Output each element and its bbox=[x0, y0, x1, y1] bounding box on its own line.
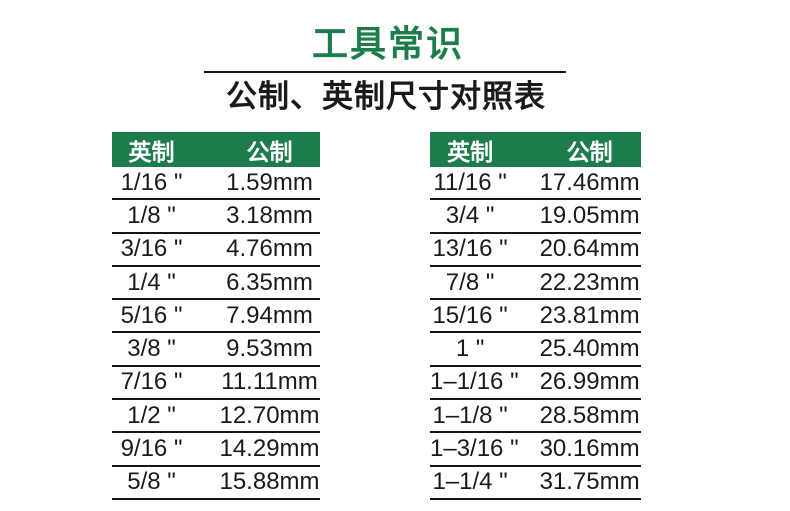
table-row: 1–1/4 " 31.75mm bbox=[430, 467, 641, 500]
table-row: 5/8 " 15.88mm bbox=[112, 467, 320, 500]
metric-column-header: 公制 bbox=[566, 138, 613, 165]
metric-value: 4.76mm bbox=[226, 235, 313, 263]
metric-value: 23.81mm bbox=[539, 301, 640, 329]
metric-value: 30.16mm bbox=[539, 435, 640, 463]
table-header-right: 英制 公制 bbox=[430, 132, 641, 167]
metric-value: 12.70mm bbox=[219, 401, 320, 429]
metric-value: 3.18mm bbox=[226, 201, 313, 229]
table-body-right: 11/16 " 17.46mm 3/4 " 19.05mm 13/16 " 20… bbox=[430, 167, 641, 500]
metric-value: 28.58mm bbox=[539, 401, 640, 429]
table-body-left: 1/16 " 1.59mm 1/8 " 3.18mm 3/16 " 4.76mm… bbox=[112, 167, 320, 500]
table-row: 7/8 " 22.23mm bbox=[430, 267, 641, 301]
table-row: 3/16 " 4.76mm bbox=[112, 234, 320, 267]
table-row: 13/16 " 20.64mm bbox=[430, 234, 641, 267]
conversion-table-left: 英制 公制 1/16 " 1.59mm 1/8 " 3.18mm 3/16 " … bbox=[112, 132, 320, 500]
table-row: 11/16 " 17.46mm bbox=[430, 167, 641, 201]
metric-value: 19.05mm bbox=[539, 201, 640, 229]
metric-value: 15.88mm bbox=[219, 468, 320, 496]
imperial-value: 15/16 " bbox=[432, 301, 508, 329]
metric-value: 20.64mm bbox=[539, 235, 640, 263]
imperial-value: 5/16 " bbox=[120, 301, 183, 329]
table-row: 1/4 " 6.35mm bbox=[112, 267, 320, 301]
imperial-value: 1/8 " bbox=[127, 201, 176, 229]
imperial-value: 1–1/4 " bbox=[432, 468, 508, 496]
imperial-value: 1/4 " bbox=[127, 268, 176, 296]
imperial-column-header: 英制 bbox=[128, 138, 175, 165]
conversion-table-right: 英制 公制 11/16 " 17.46mm 3/4 " 19.05mm 13/1… bbox=[430, 132, 641, 500]
table-row: 1 " 25.40mm bbox=[430, 333, 641, 367]
metric-value: 11.11mm bbox=[221, 368, 318, 396]
imperial-value: 3/16 " bbox=[120, 235, 183, 263]
imperial-value: 1/16 " bbox=[120, 168, 183, 196]
table-row: 9/16 " 14.29mm bbox=[112, 433, 320, 467]
page-subtitle: 公制、英制尺寸对照表 bbox=[226, 79, 546, 114]
table-row: 1/8 " 3.18mm bbox=[112, 200, 320, 234]
imperial-value: 3/4 " bbox=[445, 201, 495, 229]
imperial-value: 3/8 " bbox=[127, 335, 176, 363]
page-title: 工具常识 bbox=[311, 23, 464, 64]
table-header-left: 英制 公制 bbox=[112, 132, 320, 167]
table-row: 7/16 " 11.11mm bbox=[112, 367, 320, 401]
metric-value: 9.53mm bbox=[226, 335, 313, 363]
table-row: 3/4 " 19.05mm bbox=[430, 200, 641, 234]
imperial-value: 11/16 " bbox=[433, 168, 507, 196]
imperial-value: 1/2 " bbox=[127, 401, 176, 429]
imperial-value: 1–1/8 " bbox=[432, 401, 508, 429]
metric-value: 6.35mm bbox=[226, 268, 313, 296]
imperial-value: 13/16 " bbox=[432, 235, 508, 263]
metric-value: 26.99mm bbox=[539, 368, 640, 396]
imperial-value: 1–1/16 " bbox=[430, 368, 519, 396]
table-row: 1–1/16 " 26.99mm bbox=[430, 367, 641, 401]
title-divider bbox=[204, 71, 566, 73]
imperial-column-header: 英制 bbox=[447, 138, 494, 165]
imperial-value: 9/16 " bbox=[120, 435, 183, 463]
imperial-value: 7/16 " bbox=[120, 368, 183, 396]
metric-value: 17.46mm bbox=[539, 168, 640, 196]
imperial-value: 1–3/16 " bbox=[430, 435, 519, 463]
metric-value: 14.29mm bbox=[219, 435, 320, 463]
metric-value: 31.75mm bbox=[539, 468, 640, 496]
table-row: 1–3/16 " 30.16mm bbox=[430, 433, 641, 467]
metric-value: 1.59mm bbox=[226, 168, 313, 196]
table-row: 15/16 " 23.81mm bbox=[430, 300, 641, 334]
imperial-value: 7/8 " bbox=[445, 268, 495, 296]
imperial-value: 5/8 " bbox=[127, 468, 176, 496]
table-row: 1/2 " 12.70mm bbox=[112, 400, 320, 434]
metric-column-header: 公制 bbox=[246, 138, 293, 165]
metric-value: 22.23mm bbox=[539, 268, 640, 296]
table-row: 1–1/8 " 28.58mm bbox=[430, 400, 641, 434]
table-row: 3/8 " 9.53mm bbox=[112, 333, 320, 367]
table-row: 1/16 " 1.59mm bbox=[112, 167, 320, 201]
imperial-value: 1 " bbox=[455, 335, 485, 363]
table-row: 5/16 " 7.94mm bbox=[112, 300, 320, 334]
metric-value: 25.40mm bbox=[539, 335, 640, 363]
metric-value: 7.94mm bbox=[226, 301, 313, 329]
